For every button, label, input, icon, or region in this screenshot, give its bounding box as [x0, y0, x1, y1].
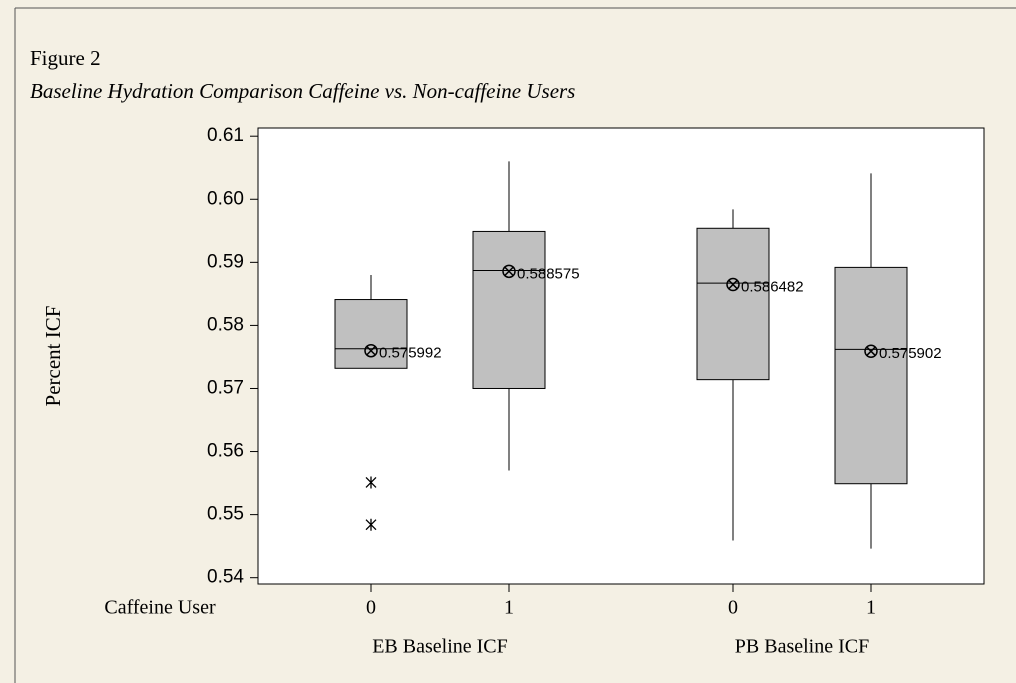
y-tick-label: 0.58 — [207, 314, 244, 335]
mean-marker — [864, 344, 878, 359]
mean-label: 0.575902 — [879, 345, 942, 362]
mean-marker — [726, 277, 740, 292]
mean-symbol-part — [864, 344, 878, 359]
y-tick-label: 0.61 — [207, 125, 244, 146]
y-axis-label: Percent ICF — [41, 306, 65, 407]
y-tick-label: 0.56 — [207, 441, 244, 462]
box — [696, 227, 770, 381]
mean-symbol-part — [364, 343, 378, 358]
y-tick-label: 0.57 — [207, 377, 244, 398]
mean-symbol-part — [366, 345, 376, 356]
mean-label: 0.586482 — [741, 278, 804, 295]
y-tick-label: 0.60 — [207, 188, 244, 209]
outlier — [365, 518, 377, 531]
mean-symbol-part — [502, 264, 516, 279]
group-label: PB Baseline ICF — [735, 636, 869, 658]
mean-symbol-part — [504, 266, 514, 277]
x-tick-label: 0 — [366, 597, 376, 619]
y-tick-label: 0.59 — [207, 251, 244, 272]
mean-label: 0.588575 — [517, 265, 580, 282]
x-tick-label: 1 — [866, 597, 876, 619]
mean-symbol-part — [726, 277, 740, 292]
mean-symbol-part — [728, 279, 738, 290]
group-label: EB Baseline ICF — [372, 636, 508, 658]
box — [472, 230, 546, 389]
outlier — [365, 476, 377, 489]
mean-marker — [364, 343, 378, 358]
mean-symbol-part — [866, 346, 876, 356]
mean-label: 0.575992 — [379, 345, 442, 362]
chart-title: Figure 2 — [30, 46, 101, 70]
x-axis-label: Caffeine User — [104, 597, 216, 619]
box — [834, 266, 908, 485]
x-tick-label: 0 — [728, 597, 738, 619]
y-tick-label: 0.54 — [207, 567, 244, 588]
mean-marker — [502, 264, 516, 279]
chart-subtitle: Baseline Hydration Comparison Caffeine v… — [30, 79, 575, 103]
y-tick-label: 0.55 — [207, 504, 244, 525]
x-tick-label: 1 — [504, 597, 514, 619]
